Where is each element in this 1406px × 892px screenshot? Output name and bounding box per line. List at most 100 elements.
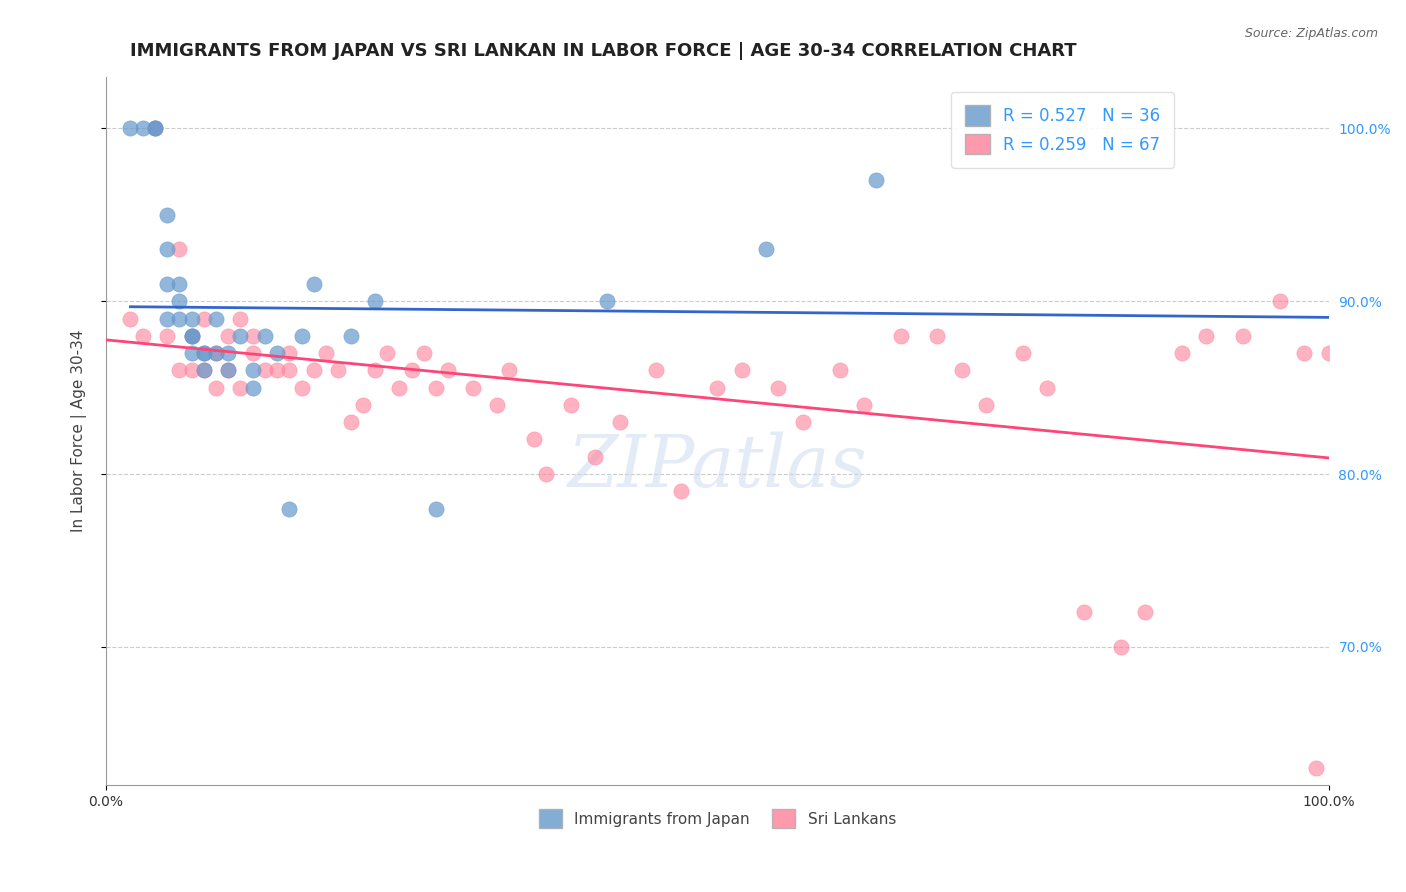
Point [156, 208, 179, 222]
Point [205, 381, 228, 395]
Point [180, 346, 202, 360]
Point [217, 346, 239, 360]
Point [828, 363, 851, 377]
Y-axis label: In Labor Force | Age 30-34: In Labor Force | Age 30-34 [72, 329, 87, 533]
Point [339, 328, 361, 343]
Point [706, 381, 728, 395]
Point [193, 346, 215, 360]
Point [278, 363, 301, 377]
Point [266, 346, 288, 360]
Point [1109, 640, 1132, 654]
Point [169, 277, 191, 291]
Legend: Immigrants from Japan, Sri Lankans: Immigrants from Japan, Sri Lankans [533, 804, 903, 834]
Point [890, 328, 912, 343]
Point [731, 363, 754, 377]
Point [1268, 294, 1291, 309]
Point [205, 346, 228, 360]
Point [120, 311, 142, 326]
Point [253, 363, 276, 377]
Point [242, 346, 264, 360]
Point [768, 381, 790, 395]
Point [242, 328, 264, 343]
Point [1036, 381, 1059, 395]
Point [974, 398, 997, 412]
Point [486, 398, 509, 412]
Point [534, 467, 557, 481]
Point [1012, 346, 1035, 360]
Text: ZIPatlas: ZIPatlas [568, 431, 868, 501]
Point [1232, 328, 1254, 343]
Point [169, 363, 191, 377]
Point [180, 311, 202, 326]
Point [193, 346, 215, 360]
Point [388, 381, 411, 395]
Point [205, 311, 228, 326]
Point [180, 328, 202, 343]
Point [669, 484, 692, 499]
Point [645, 363, 668, 377]
Point [193, 363, 215, 377]
Text: IMMIGRANTS FROM JAPAN VS SRI LANKAN IN LABOR FORCE | AGE 30-34 CORRELATION CHART: IMMIGRANTS FROM JAPAN VS SRI LANKAN IN L… [131, 42, 1077, 60]
Point [242, 381, 264, 395]
Point [156, 311, 179, 326]
Point [266, 363, 288, 377]
Point [169, 294, 191, 309]
Point [278, 346, 301, 360]
Point [853, 398, 876, 412]
Point [205, 346, 228, 360]
Point [302, 277, 325, 291]
Point [291, 328, 314, 343]
Point [302, 363, 325, 377]
Point [950, 363, 973, 377]
Point [865, 173, 887, 187]
Point [143, 121, 166, 136]
Point [792, 415, 814, 429]
Point [364, 294, 387, 309]
Point [375, 346, 398, 360]
Point [217, 363, 239, 377]
Point [412, 346, 434, 360]
Point [755, 243, 778, 257]
Point [461, 381, 484, 395]
Point [291, 381, 314, 395]
Point [193, 363, 215, 377]
Point [328, 363, 350, 377]
Point [156, 277, 179, 291]
Point [927, 328, 949, 343]
Point [253, 328, 276, 343]
Point [143, 121, 166, 136]
Point [339, 415, 361, 429]
Point [437, 363, 460, 377]
Point [242, 363, 264, 377]
Point [120, 121, 142, 136]
Point [180, 328, 202, 343]
Point [1317, 346, 1340, 360]
Point [401, 363, 423, 377]
Point [278, 501, 301, 516]
Point [523, 433, 546, 447]
Point [169, 311, 191, 326]
Point [583, 450, 606, 464]
Point [193, 311, 215, 326]
Point [156, 243, 179, 257]
Point [596, 294, 619, 309]
Point [180, 328, 202, 343]
Point [425, 381, 447, 395]
Point [498, 363, 520, 377]
Point [131, 328, 153, 343]
Point [131, 121, 153, 136]
Point [217, 328, 239, 343]
Text: Source: ZipAtlas.com: Source: ZipAtlas.com [1244, 27, 1378, 40]
Point [1195, 328, 1218, 343]
Point [169, 243, 191, 257]
Point [425, 501, 447, 516]
Point [143, 121, 166, 136]
Point [229, 381, 252, 395]
Point [1073, 605, 1095, 619]
Point [156, 328, 179, 343]
Point [352, 398, 374, 412]
Point [609, 415, 631, 429]
Point [560, 398, 582, 412]
Point [1305, 761, 1327, 775]
Point [315, 346, 337, 360]
